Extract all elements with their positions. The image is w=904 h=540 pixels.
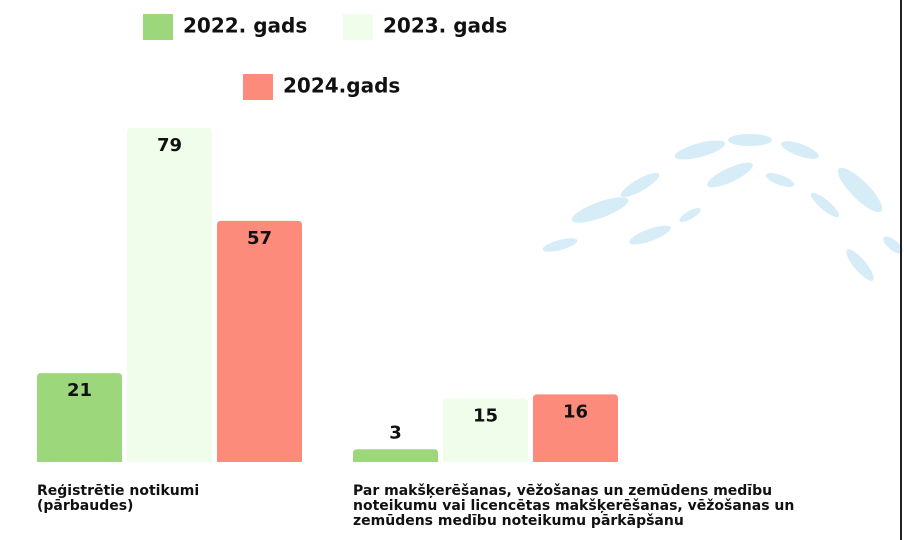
value-label: 15 <box>473 406 498 427</box>
value-label: 57 <box>247 228 272 249</box>
legend-label: 2023. gads <box>383 14 507 38</box>
legend-swatch <box>243 74 273 100</box>
bar <box>127 128 212 462</box>
fish-decoration <box>541 134 904 284</box>
legend-swatch <box>143 14 173 40</box>
legend-label: 2024.gads <box>283 74 400 98</box>
legend-label: 2022. gads <box>183 14 307 38</box>
value-label: 3 <box>389 422 402 443</box>
category-label: Reģistrētie notikumi (pārbaudes) <box>37 484 237 514</box>
bar <box>217 221 302 462</box>
value-label: 16 <box>563 401 588 422</box>
chart: 2022. gads 2023. gads 2024.gads 21 79 57 3 15 16 <box>0 0 904 540</box>
category-label: Par makšķerēšanas, vēžošanas un zemūdens… <box>353 484 853 529</box>
value-label: 79 <box>157 135 182 156</box>
value-label: 21 <box>67 380 92 401</box>
page: 2022. gads 2023. gads 2024.gads 21 79 57 3 15 16… <box>0 0 904 540</box>
bar <box>353 449 438 462</box>
legend-swatch <box>343 14 373 40</box>
